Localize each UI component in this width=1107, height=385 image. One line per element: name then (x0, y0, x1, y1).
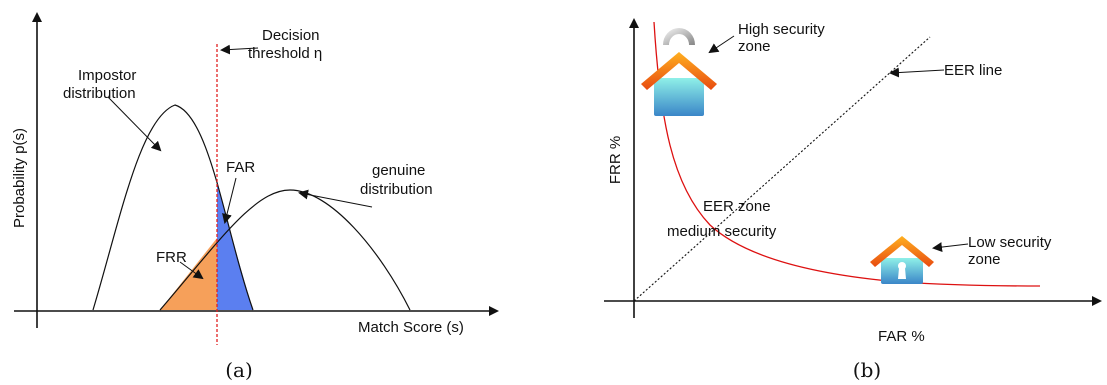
high-security-house-icon (641, 28, 717, 116)
panel-a: Probability p(s) Match Score (s) Decisio… (11, 12, 499, 382)
impostor-label-2: distribution (63, 85, 136, 102)
threshold-label-2: threshold η (248, 45, 322, 62)
x-axis-label: Match Score (s) (358, 319, 464, 336)
eer-line-label: EER line (944, 62, 1002, 79)
caption-a: (a) (225, 358, 253, 382)
genuine-pointer (298, 189, 373, 208)
genuine-label-2: distribution (360, 181, 433, 198)
frr-label: FRR (156, 249, 187, 266)
roc-curve (653, 21, 1041, 287)
x-axis-label: FAR % (878, 328, 925, 345)
threshold-pointer (220, 44, 259, 55)
low-zone-label-2: zone (968, 251, 1001, 268)
caption-b: (b) (853, 358, 881, 382)
low-security-house-icon (870, 236, 934, 284)
y-axis-label: Probability p(s) (11, 128, 28, 228)
panel-b: FRR % FAR % High security zone EER line … (604, 18, 1102, 382)
eer-zone-label-2: medium security (667, 223, 777, 240)
genuine-label-1: genuine (372, 162, 425, 179)
far-pointer (222, 177, 237, 224)
threshold-label-1: Decision (262, 27, 320, 44)
high-zone-label-2: zone (738, 38, 771, 55)
high-zone-pointer (708, 35, 735, 54)
eer-line-pointer (889, 67, 945, 78)
far-region (217, 180, 253, 310)
low-zone-label-1: Low security (968, 234, 1052, 251)
y-axis-label: FRR % (607, 136, 624, 184)
far-label: FAR (226, 159, 255, 176)
frr-pointer (179, 261, 204, 280)
frr-region (160, 238, 217, 310)
eer-zone-label-1: EER zone (703, 198, 771, 215)
impostor-label-1: Impostor (78, 67, 136, 84)
genuine-curve (159, 189, 411, 311)
high-zone-label-1: High security (738, 21, 825, 38)
low-zone-pointer (932, 242, 969, 253)
impostor-pointer (107, 96, 162, 152)
